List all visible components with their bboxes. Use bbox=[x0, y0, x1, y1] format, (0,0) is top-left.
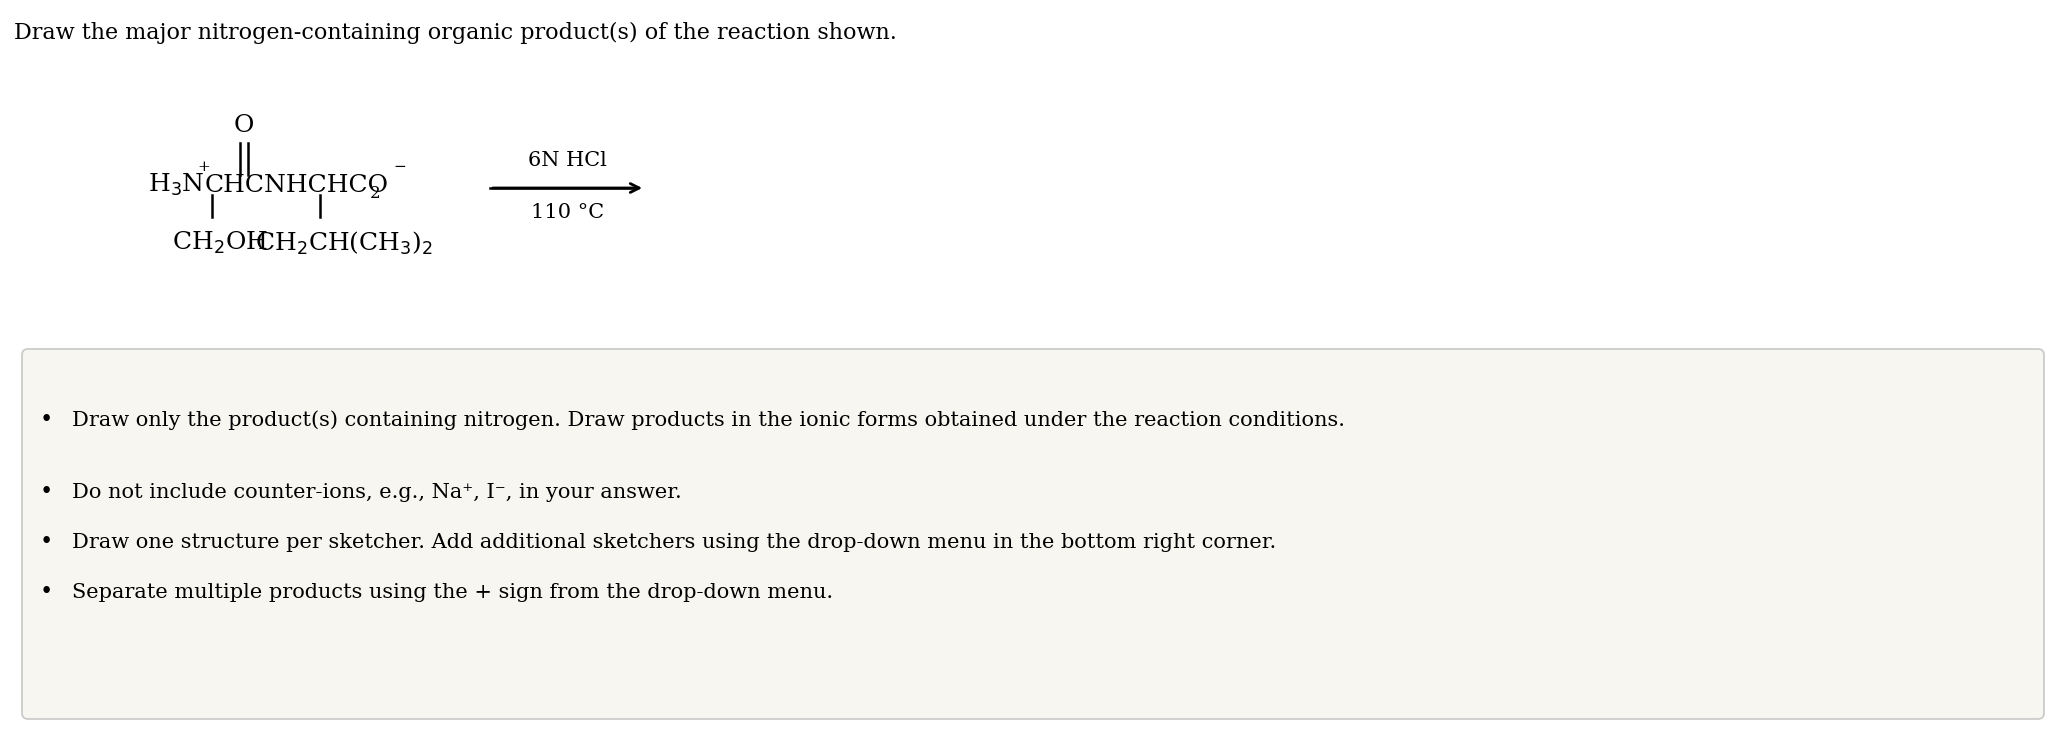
Text: 110 °C: 110 °C bbox=[530, 203, 604, 222]
Text: Draw the major nitrogen-containing organic product(s) of the reaction shown.: Draw the major nitrogen-containing organ… bbox=[14, 22, 897, 44]
Text: Draw only the product(s) containing nitrogen. Draw products in the ionic forms o: Draw only the product(s) containing nitr… bbox=[72, 410, 1344, 430]
Text: H$_3$N: H$_3$N bbox=[148, 172, 204, 198]
FancyBboxPatch shape bbox=[23, 349, 2043, 719]
Text: Separate multiple products using the + sign from the drop-down menu.: Separate multiple products using the + s… bbox=[72, 583, 833, 601]
Text: 6N HCl: 6N HCl bbox=[528, 150, 606, 170]
Text: CH$_2$OH: CH$_2$OH bbox=[171, 230, 268, 256]
Text: 2: 2 bbox=[369, 186, 381, 203]
Text: •: • bbox=[39, 409, 54, 431]
Text: O: O bbox=[233, 115, 254, 137]
Text: •: • bbox=[39, 531, 54, 553]
Text: CHCNHCHCO: CHCNHCHCO bbox=[204, 173, 390, 197]
Text: Draw one structure per sketcher. Add additional sketchers using the drop-down me: Draw one structure per sketcher. Add add… bbox=[72, 532, 1276, 551]
Text: CH$_2$CH(CH$_3$)$_2$: CH$_2$CH(CH$_3$)$_2$ bbox=[256, 230, 433, 257]
Text: +: + bbox=[198, 160, 210, 174]
Text: •: • bbox=[39, 481, 54, 503]
Text: Do not include counter-ions, e.g., Na⁺, I⁻, in your answer.: Do not include counter-ions, e.g., Na⁺, … bbox=[72, 482, 683, 501]
Text: −: − bbox=[394, 160, 406, 174]
Text: •: • bbox=[39, 581, 54, 603]
